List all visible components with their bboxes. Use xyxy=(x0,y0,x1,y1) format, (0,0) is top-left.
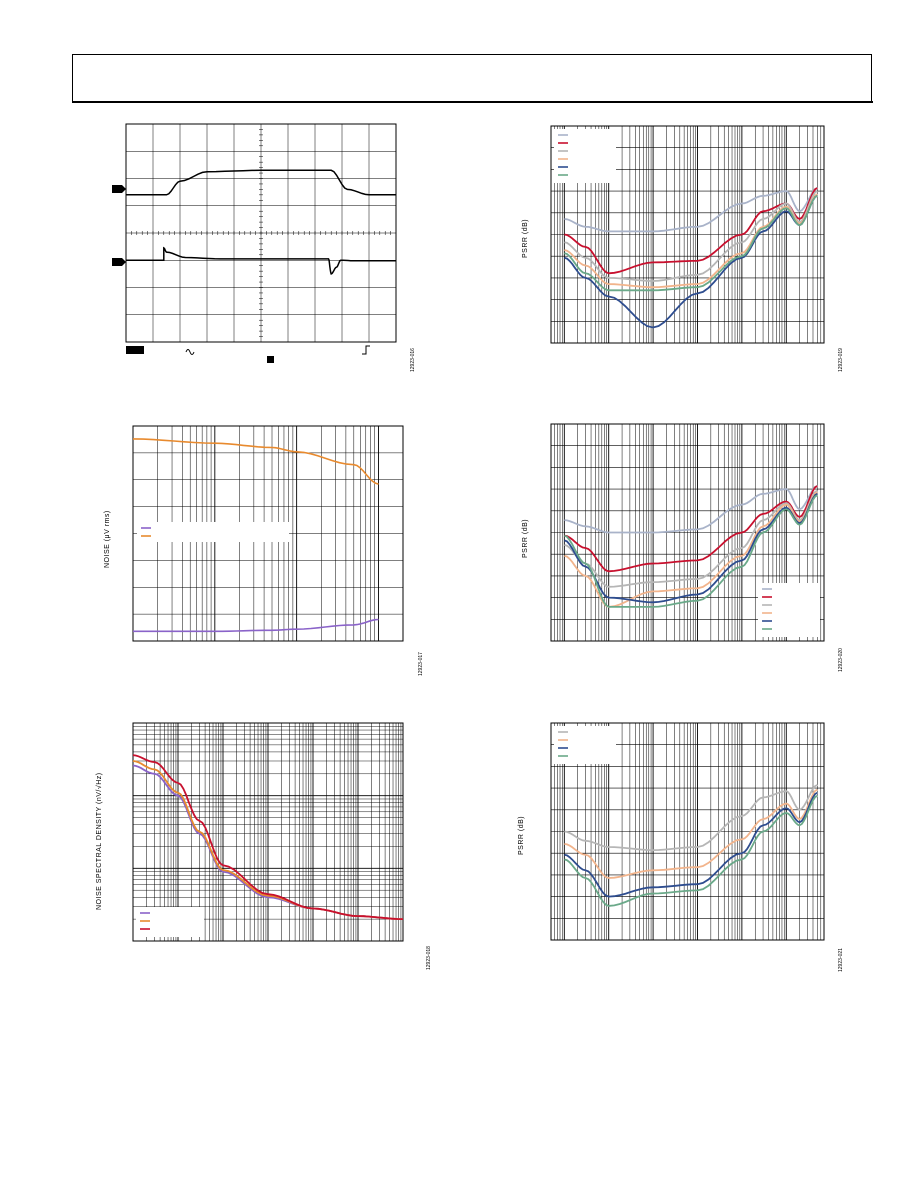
psrr-series-6 xyxy=(563,494,818,608)
figure-id-2: 12923-017 xyxy=(418,652,424,676)
scope-trace-1 xyxy=(126,169,396,196)
noise-rms-ylabel: NOISE (μV rms) xyxy=(104,510,111,568)
psrr1-figure xyxy=(550,125,825,344)
channel-2-marker xyxy=(112,258,126,266)
legend-box xyxy=(137,522,289,542)
psrr2-ylabel: PSRR (dB) xyxy=(522,518,529,558)
nsd-ylabel: NOISE SPECTRAL DENSITY (nV/√Hz) xyxy=(96,772,103,910)
scope-plot xyxy=(125,123,397,343)
psrr1-chart xyxy=(550,125,825,344)
figure-id-1: 12923-016 xyxy=(410,348,416,372)
psrr1-ylabel: PSRR (dB) xyxy=(522,218,529,258)
psrr-series-1 xyxy=(564,784,818,852)
plot-frame xyxy=(125,123,397,343)
psrr-series-6 xyxy=(564,195,818,292)
psrr-series-2 xyxy=(564,788,818,879)
nsd-chart xyxy=(132,722,404,942)
noise-series-1 xyxy=(133,618,379,633)
page-header xyxy=(72,54,872,102)
scope-trace-2 xyxy=(126,246,396,275)
channel-1-marker xyxy=(112,185,126,193)
noise-series-2 xyxy=(132,438,379,485)
trigger-edge-icon xyxy=(362,345,370,355)
psrr2-figure xyxy=(550,423,825,642)
psrr2-chart xyxy=(550,423,825,642)
nsd-figure xyxy=(132,722,404,942)
trigger-marker xyxy=(267,356,274,363)
noise-rms-chart xyxy=(132,425,404,642)
plot-frame xyxy=(550,722,825,941)
psrr3-figure xyxy=(550,722,825,941)
figure-id-5: 12923-020 xyxy=(838,648,844,672)
figure-id-4: 12923-019 xyxy=(838,348,844,372)
noise-rms-figure xyxy=(132,425,404,642)
status-block xyxy=(126,346,144,354)
psrr-series-4 xyxy=(564,795,818,907)
scope-figure xyxy=(112,120,412,380)
ac-coupling-icon xyxy=(185,349,195,355)
legend-box xyxy=(554,129,616,183)
psrr-series-3 xyxy=(564,190,818,282)
scope-chart xyxy=(112,123,397,363)
psrr-series-4 xyxy=(564,491,818,608)
plot-frame xyxy=(550,423,825,642)
psrr-series-2 xyxy=(564,485,818,573)
legend-box xyxy=(136,907,204,937)
nsd-series-3 xyxy=(132,754,404,920)
psrr3-ylabel: PSRR (dB) xyxy=(518,815,525,855)
plot-frame xyxy=(550,125,825,344)
figure-id-3: 12923-018 xyxy=(426,946,432,970)
legend-box xyxy=(758,583,820,637)
psrr3-chart xyxy=(550,722,825,941)
figure-id-6: 12923-021 xyxy=(838,948,844,972)
header-rule xyxy=(72,101,873,103)
psrr-series-3 xyxy=(564,792,818,898)
psrr-series-1 xyxy=(564,187,818,233)
plot-frame xyxy=(132,425,404,642)
psrr-series-1 xyxy=(564,485,818,534)
